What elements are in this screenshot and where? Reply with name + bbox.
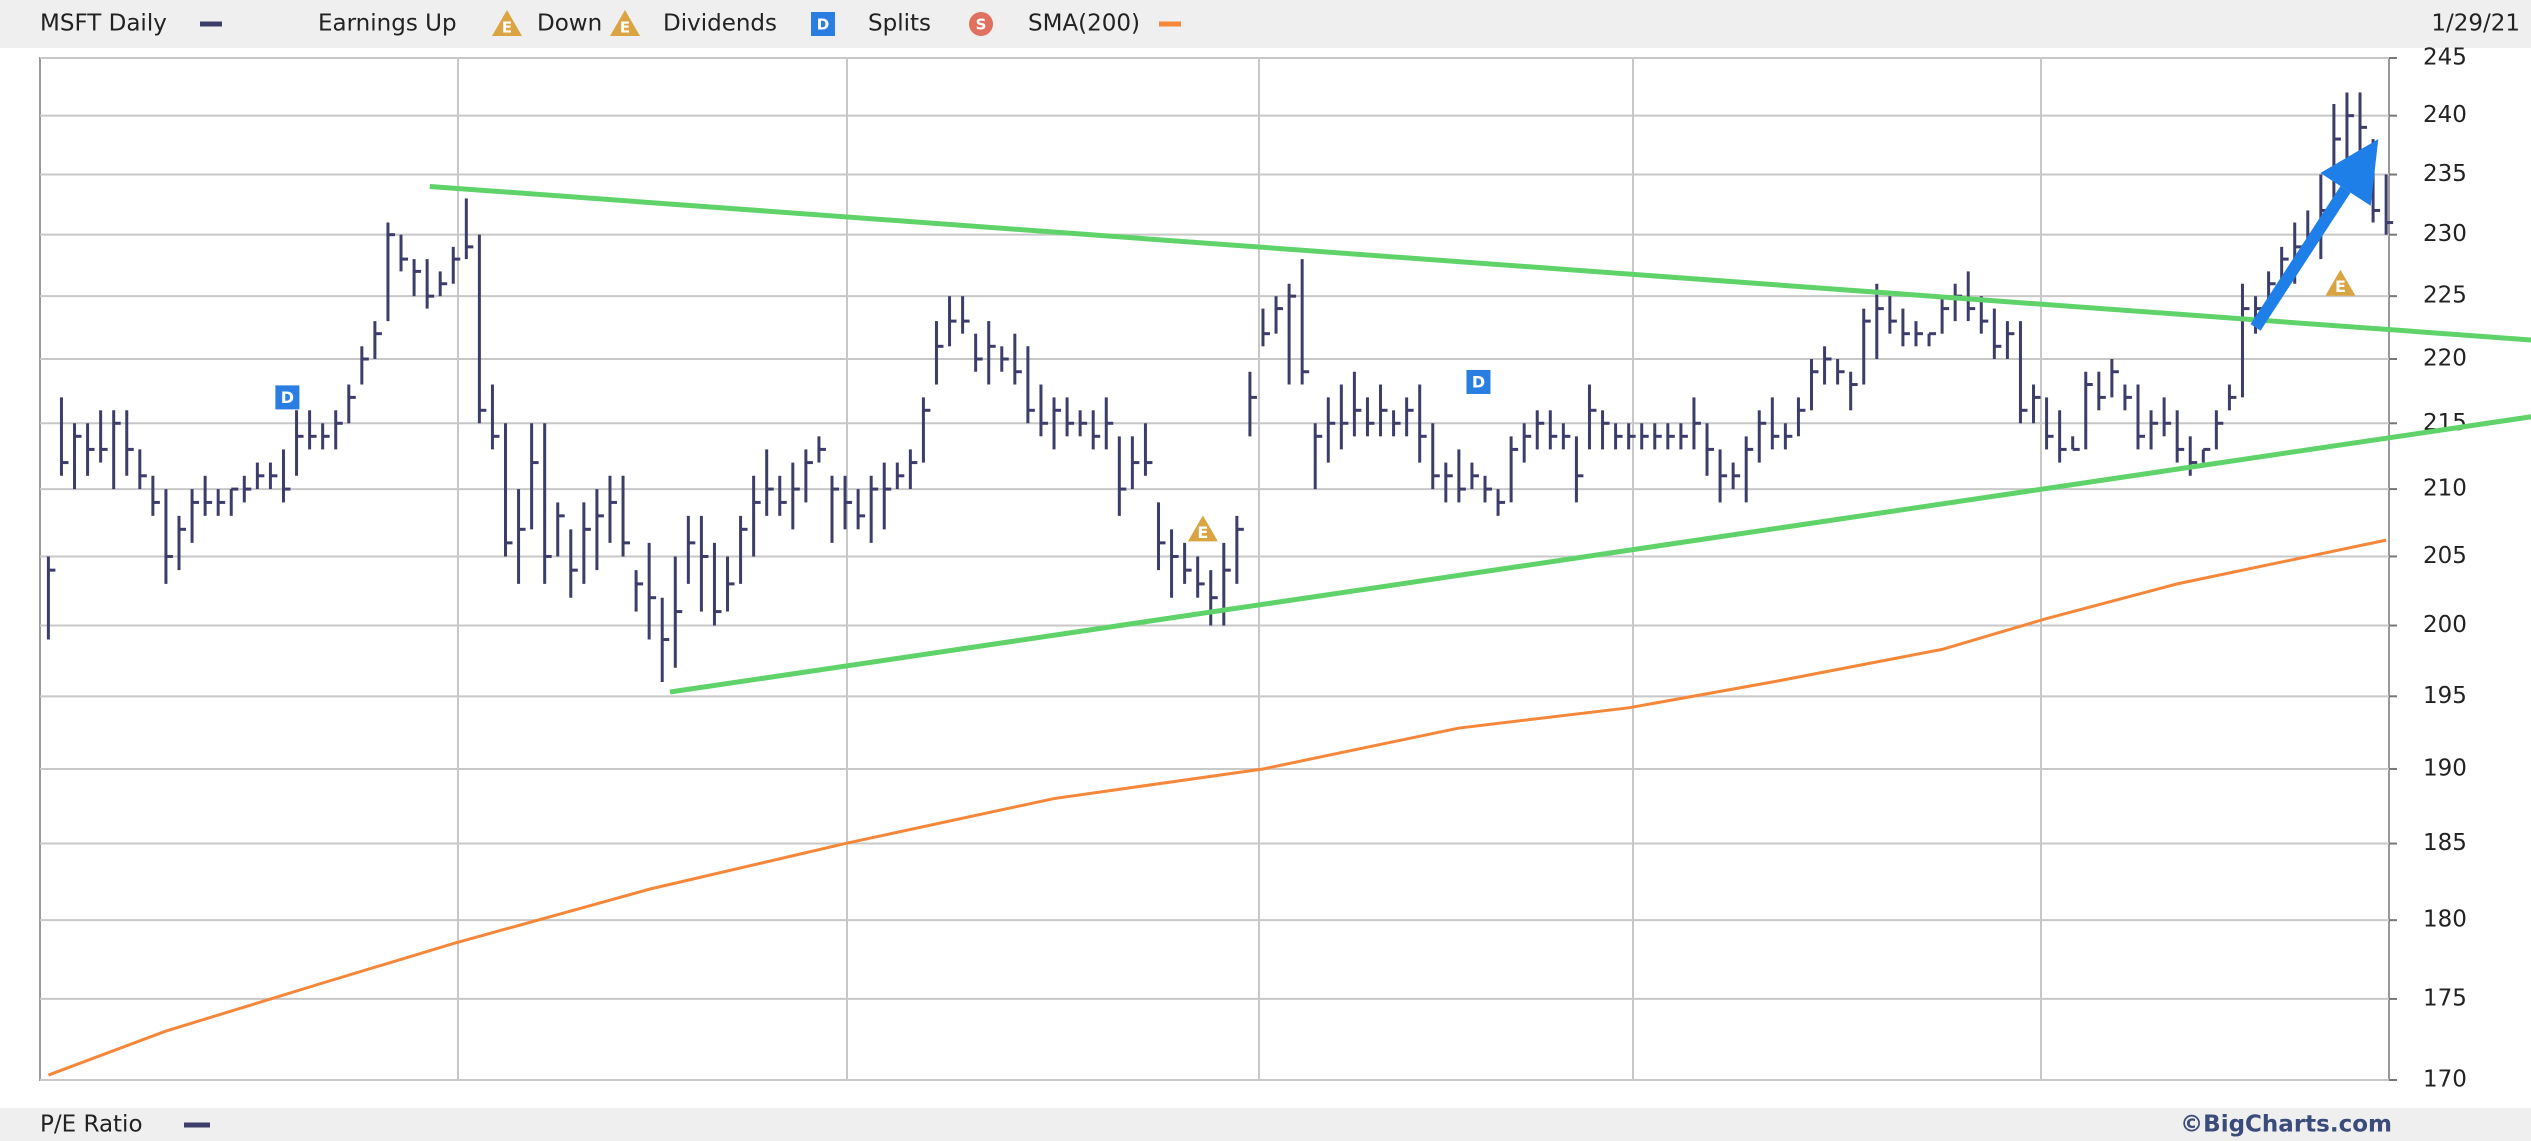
- y-tick-label: 245: [2423, 45, 2467, 71]
- arrow-head: [2320, 139, 2379, 206]
- legend-icon-label: D: [817, 16, 829, 34]
- icon-box: [610, 10, 640, 36]
- y-tick-label: 230: [2423, 221, 2467, 247]
- y-tick-label: 195: [2423, 683, 2467, 709]
- legend-icon-label: S: [976, 16, 987, 34]
- legend-label: Dividends: [663, 11, 777, 37]
- event-label: D: [1472, 372, 1485, 391]
- trendline: [429, 183, 2531, 343]
- date-label: 1/29/21: [2431, 11, 2520, 37]
- legend-label: SMA(200): [1028, 11, 1140, 37]
- event-label: E: [1197, 523, 1208, 542]
- y-tick-label: 225: [2423, 283, 2467, 309]
- legend-label: MSFT Daily: [40, 11, 167, 37]
- trendline: [669, 414, 2531, 695]
- plot-area: [39, 57, 2390, 1081]
- y-tick-label: 205: [2423, 543, 2467, 569]
- footer-label: P/E Ratio: [40, 1112, 143, 1138]
- y-tick-label: 180: [2423, 907, 2467, 933]
- footer-band: [0, 1108, 2531, 1141]
- icon-box: [811, 12, 835, 36]
- header-band: [0, 0, 2531, 48]
- legend-icon-label: E: [620, 19, 630, 37]
- y-tick-label: 185: [2423, 830, 2467, 856]
- y-tick-label: 175: [2423, 985, 2467, 1011]
- icon-box: [969, 12, 993, 36]
- y-tick-label: 210: [2423, 476, 2467, 502]
- icon-box: [1466, 369, 1491, 394]
- legend-label: Earnings Up: [318, 11, 457, 37]
- credit: ©BigCharts.com: [2180, 1112, 2392, 1138]
- y-tick-label: 190: [2423, 755, 2467, 781]
- event-label: E: [2335, 277, 2346, 296]
- legend-label: Splits: [868, 11, 931, 37]
- legend-label: Down: [537, 11, 602, 37]
- icon-box: [492, 10, 522, 36]
- y-tick-label: 235: [2423, 161, 2467, 187]
- y-tick-label: 220: [2423, 345, 2467, 371]
- y-tick-label: 170: [2423, 1067, 2467, 1093]
- icon-box: [2325, 269, 2356, 296]
- event-label: D: [281, 388, 294, 407]
- icon-box: [1187, 515, 1218, 542]
- icon-box: [275, 385, 300, 410]
- y-tick-label: 240: [2423, 102, 2467, 128]
- legend-icon-label: E: [502, 19, 512, 37]
- sma-line: [47, 538, 2387, 1077]
- y-tick-label: 200: [2423, 612, 2467, 638]
- arrow-shaft: [2250, 186, 2351, 331]
